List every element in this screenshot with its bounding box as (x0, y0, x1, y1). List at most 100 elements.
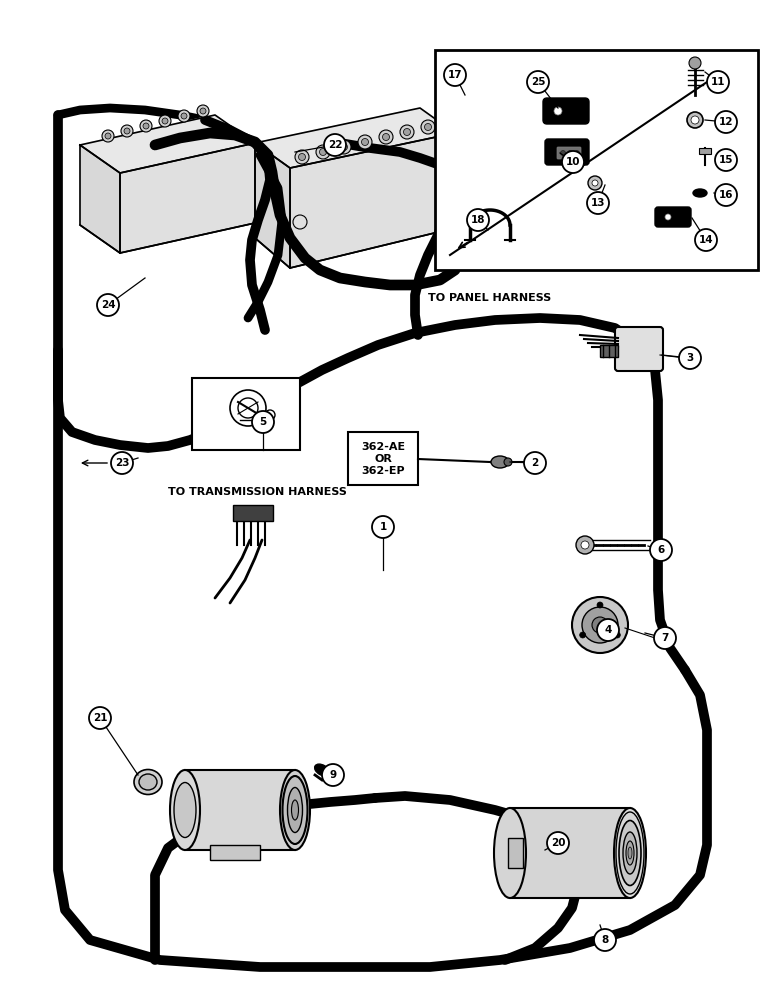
Text: 4: 4 (604, 625, 611, 635)
Circle shape (567, 150, 573, 155)
Circle shape (665, 214, 671, 220)
Circle shape (105, 133, 111, 139)
Ellipse shape (628, 847, 632, 859)
Ellipse shape (626, 841, 634, 865)
Polygon shape (80, 115, 255, 173)
Ellipse shape (139, 774, 157, 790)
Circle shape (140, 120, 152, 132)
FancyBboxPatch shape (655, 207, 691, 227)
Circle shape (159, 115, 171, 127)
Circle shape (89, 707, 111, 729)
Polygon shape (290, 133, 455, 268)
Text: 1: 1 (379, 522, 387, 532)
Text: 22: 22 (328, 140, 342, 150)
Ellipse shape (174, 782, 196, 838)
Circle shape (358, 135, 372, 149)
Ellipse shape (494, 808, 526, 898)
Ellipse shape (619, 820, 641, 886)
Circle shape (404, 128, 411, 135)
Ellipse shape (693, 189, 707, 197)
Bar (192, 378, 300, 450)
Circle shape (615, 632, 621, 638)
Circle shape (379, 130, 393, 144)
Circle shape (597, 602, 603, 608)
Ellipse shape (623, 832, 637, 874)
Circle shape (695, 229, 717, 251)
Text: 13: 13 (591, 198, 605, 208)
Text: 14: 14 (699, 235, 713, 245)
Text: 21: 21 (93, 713, 107, 723)
Bar (508, 838, 523, 868)
Circle shape (337, 140, 351, 154)
Text: 18: 18 (471, 215, 486, 225)
Circle shape (691, 116, 699, 124)
Circle shape (181, 113, 187, 119)
Circle shape (421, 120, 435, 134)
Circle shape (444, 64, 466, 86)
Text: OR: OR (374, 454, 392, 464)
Ellipse shape (504, 458, 512, 466)
Text: 12: 12 (719, 117, 733, 127)
Circle shape (707, 71, 729, 93)
Bar (435, 50, 758, 270)
Circle shape (320, 148, 327, 155)
Circle shape (547, 832, 569, 854)
Circle shape (562, 151, 584, 173)
Circle shape (679, 347, 701, 369)
Polygon shape (80, 145, 120, 253)
Bar (699, 148, 711, 154)
Circle shape (597, 619, 619, 641)
Text: 3: 3 (686, 353, 693, 363)
Circle shape (689, 57, 701, 69)
Text: 5: 5 (259, 417, 266, 427)
Polygon shape (120, 143, 255, 253)
Circle shape (295, 150, 309, 164)
Text: 8: 8 (601, 935, 608, 945)
Circle shape (324, 134, 346, 156)
Circle shape (178, 110, 190, 122)
Bar (185, 770, 295, 850)
Circle shape (322, 764, 344, 786)
Circle shape (588, 176, 602, 190)
Bar (348, 432, 418, 485)
Circle shape (574, 150, 580, 155)
Circle shape (650, 539, 672, 561)
Circle shape (238, 398, 258, 418)
Ellipse shape (614, 808, 646, 898)
Circle shape (400, 125, 414, 139)
Circle shape (581, 541, 589, 549)
Bar (600, 345, 618, 357)
Text: TO TRANSMISSION HARNESS: TO TRANSMISSION HARNESS (168, 487, 347, 497)
Circle shape (382, 133, 390, 140)
Ellipse shape (491, 456, 509, 468)
Circle shape (576, 536, 594, 554)
Ellipse shape (292, 800, 299, 820)
Circle shape (293, 215, 307, 229)
Circle shape (252, 411, 274, 433)
Circle shape (467, 209, 489, 231)
Circle shape (554, 107, 562, 115)
Circle shape (361, 138, 368, 145)
Text: 2: 2 (531, 458, 539, 468)
Polygon shape (255, 143, 290, 268)
Circle shape (97, 294, 119, 316)
Ellipse shape (280, 770, 310, 850)
Text: 24: 24 (100, 300, 115, 310)
Circle shape (524, 452, 546, 474)
Circle shape (572, 597, 628, 653)
FancyBboxPatch shape (543, 98, 589, 124)
Text: 7: 7 (662, 633, 669, 643)
Circle shape (425, 123, 432, 130)
Circle shape (715, 149, 737, 171)
Text: TO PANEL HARNESS: TO PANEL HARNESS (428, 293, 552, 303)
Text: 23: 23 (115, 458, 129, 468)
Circle shape (121, 125, 133, 137)
Ellipse shape (616, 812, 644, 894)
Circle shape (715, 184, 737, 206)
Circle shape (143, 123, 149, 129)
Circle shape (715, 111, 737, 133)
Circle shape (580, 632, 586, 638)
Text: 25: 25 (531, 77, 545, 87)
Ellipse shape (134, 770, 162, 794)
Circle shape (124, 128, 130, 134)
